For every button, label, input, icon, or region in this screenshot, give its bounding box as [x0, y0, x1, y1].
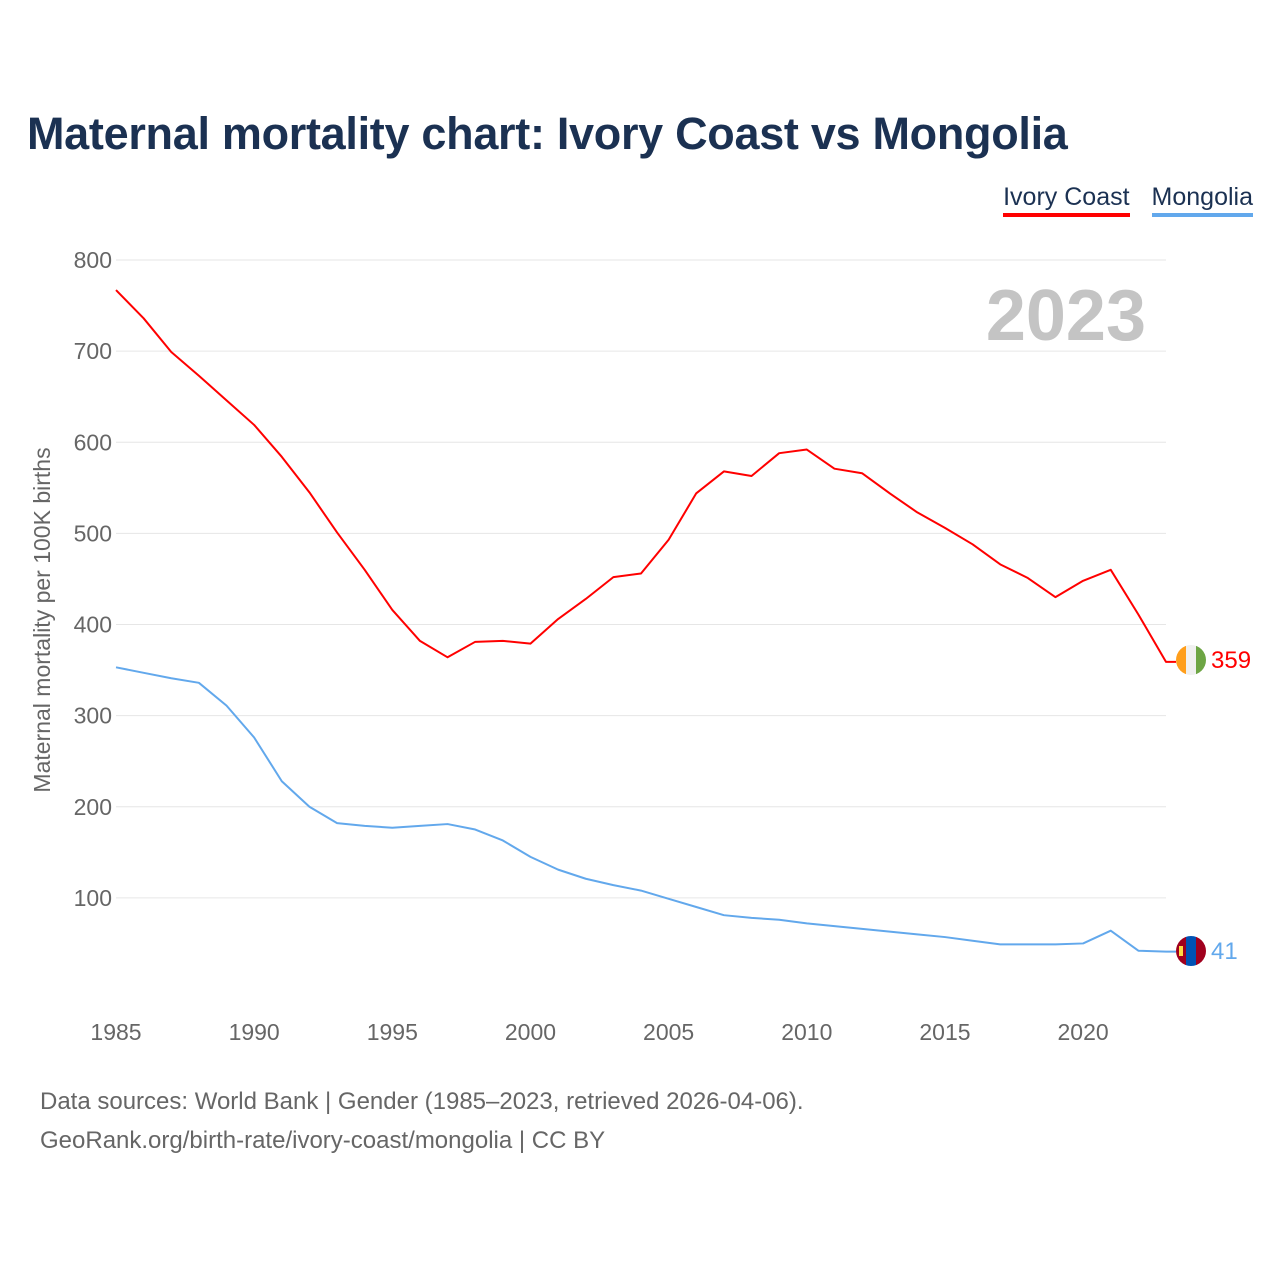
chart-title: Maternal mortality chart: Ivory Coast vs…	[27, 108, 1068, 159]
x-tick-label: 2020	[1058, 1019, 1109, 1045]
legend-mongolia[interactable]: Mongolia	[1151, 183, 1253, 217]
y-tick-label: 800	[74, 247, 112, 273]
year-watermark: 2023	[986, 276, 1146, 356]
end-label-mongolia: 41	[1211, 938, 1238, 965]
x-tick-label: 1990	[229, 1019, 280, 1045]
y-tick-label: 400	[74, 612, 112, 638]
y-axis-label: Maternal mortality per 100K births	[29, 447, 55, 792]
y-tick-label: 300	[74, 703, 112, 729]
flag-mongolia-icon	[1176, 936, 1206, 966]
x-tick-label: 2005	[643, 1019, 694, 1045]
x-tick-label: 2010	[781, 1019, 832, 1045]
x-tick-label: 2000	[505, 1019, 556, 1045]
y-tick-label: 500	[74, 520, 112, 546]
y-tick-label: 100	[74, 885, 112, 911]
flag-ivory-coast-icon	[1176, 645, 1206, 675]
footer-link[interactable]: GeoRank.org/birth-rate/ivory-coast/mongo…	[40, 1127, 606, 1154]
x-tick-label: 2015	[919, 1019, 970, 1045]
x-tick-label: 1995	[367, 1019, 418, 1045]
y-tick-label: 600	[74, 429, 112, 455]
end-label-ivory-coast: 359	[1211, 647, 1251, 674]
x-tick-label: 1985	[90, 1019, 141, 1045]
series-line-ivory-coast	[115, 289, 1176, 663]
y-tick-label: 700	[74, 338, 112, 364]
footer-source: Data sources: World Bank | Gender (1985–…	[40, 1088, 804, 1115]
legend: Ivory Coast Mongolia	[1003, 183, 1253, 217]
y-tick-label: 200	[74, 794, 112, 820]
series-line-mongolia	[115, 666, 1176, 953]
legend-ivory-coast[interactable]: Ivory Coast	[1003, 183, 1130, 217]
